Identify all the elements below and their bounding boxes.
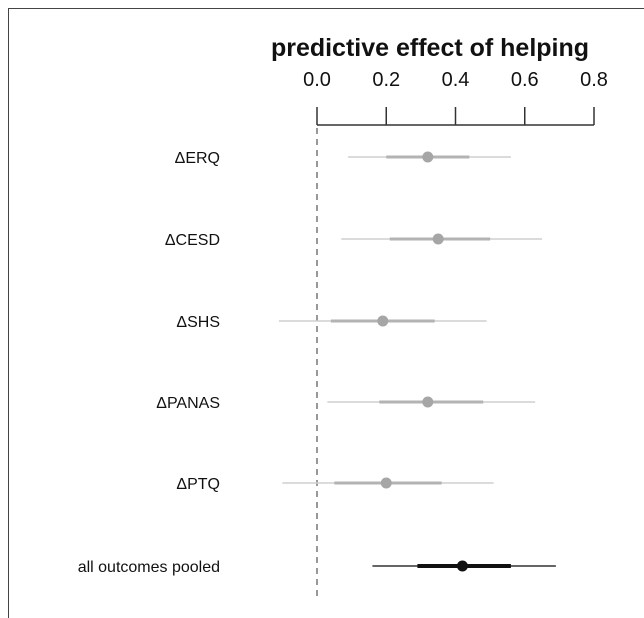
- chart-title: predictive effect of helping: [271, 34, 589, 62]
- point-estimate: [422, 151, 434, 163]
- x-axis: 0.0 0.2 0.4 0.6 0.8: [303, 69, 608, 126]
- forest-row: ΔERQ: [175, 150, 511, 167]
- point-estimate: [432, 233, 444, 245]
- rows-group: ΔERQ ΔCESD ΔSHS ΔPANAS ΔPTQ all outcomes pool…: [78, 150, 556, 576]
- row-label: ΔCESD: [165, 232, 220, 249]
- x-tick-label: 0.8: [580, 69, 608, 91]
- forest-row: ΔPANAS: [156, 395, 536, 412]
- row-label: ΔPTQ: [176, 476, 220, 493]
- row-label: ΔPANAS: [156, 395, 220, 412]
- forest-row: ΔSHS: [176, 314, 487, 331]
- chart-frame: [8, 8, 644, 618]
- x-tick-label: 0.4: [442, 69, 470, 91]
- point-estimate: [377, 315, 389, 327]
- row-label: ΔSHS: [176, 314, 220, 331]
- point-estimate: [422, 396, 434, 408]
- point-estimate: [456, 560, 468, 572]
- row-label: ΔERQ: [175, 150, 220, 167]
- x-tick-label: 0.2: [372, 69, 400, 91]
- forest-row: all outcomes pooled: [78, 559, 556, 576]
- x-tick-label: 0.6: [511, 69, 539, 91]
- forest-row: ΔPTQ: [176, 476, 494, 493]
- forest-row: ΔCESD: [165, 232, 543, 249]
- row-label: all outcomes pooled: [78, 559, 220, 576]
- point-estimate: [380, 477, 392, 489]
- x-tick-label: 0.0: [303, 69, 331, 91]
